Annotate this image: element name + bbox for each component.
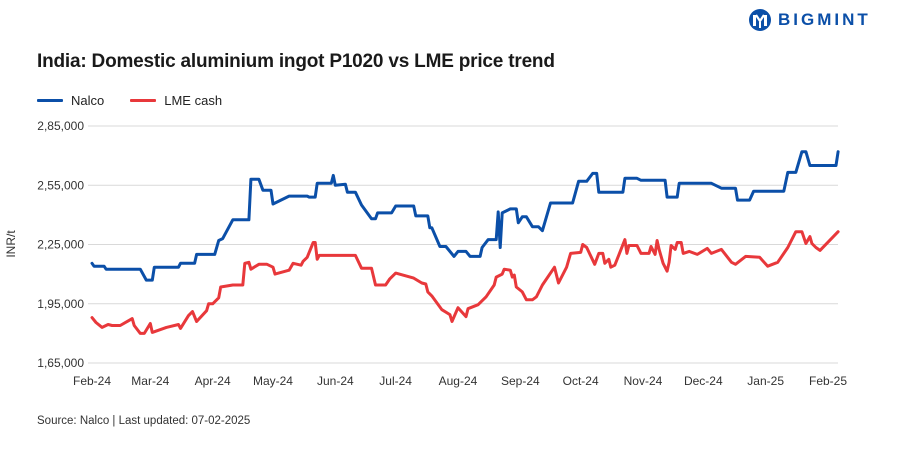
- x-tick-label: Oct-24: [563, 374, 599, 388]
- y-tick-label: 1,65,000: [37, 356, 84, 370]
- x-tick-label: Jan-25: [747, 374, 784, 388]
- y-tick-label: 2,55,000: [37, 178, 84, 192]
- x-tick-label: May-24: [253, 374, 293, 388]
- x-tick-label: Feb-25: [809, 374, 847, 388]
- series-line-lme-cash: [90, 230, 840, 335]
- y-tick-label: 2,25,000: [37, 238, 84, 252]
- x-tick-label: Mar-24: [131, 374, 169, 388]
- x-tick-label: Dec-24: [684, 374, 723, 388]
- y-tick-label: 1,95,000: [37, 297, 84, 311]
- legend-label-lme-cash: LME cash: [164, 93, 223, 108]
- legend-swatch-lme-cash: [130, 99, 157, 102]
- series-line-nalco: [90, 150, 840, 282]
- legend-item-nalco: Nalco: [37, 93, 104, 108]
- x-tick-label: Feb-24: [73, 374, 111, 388]
- x-tick-label: Aug-24: [439, 374, 478, 388]
- legend-label-nalco: Nalco: [71, 93, 105, 108]
- logo-mark-icon: [749, 9, 771, 31]
- bigmint-logo: BIGMINT: [748, 8, 871, 32]
- brand-name: BIGMINT: [778, 10, 871, 29]
- y-axis-label: INR/t: [4, 230, 18, 258]
- legend-item-lme-cash: LME cash: [130, 93, 222, 108]
- x-tick-label: Apr-24: [195, 374, 231, 388]
- y-tick-label: 2,85,000: [37, 119, 84, 133]
- source-note: Source: Nalco | Last updated: 07-02-2025: [37, 415, 251, 427]
- x-tick-label: Jun-24: [317, 374, 354, 388]
- legend: Nalco LME cash: [37, 93, 222, 108]
- chart-title: India: Domestic aluminium ingot P1020 vs…: [37, 51, 555, 72]
- x-tick-label: Nov-24: [624, 374, 663, 388]
- legend-swatch-nalco: [37, 99, 63, 102]
- x-tick-label: Sep-24: [501, 374, 540, 388]
- x-tick-label: Jul-24: [379, 374, 412, 388]
